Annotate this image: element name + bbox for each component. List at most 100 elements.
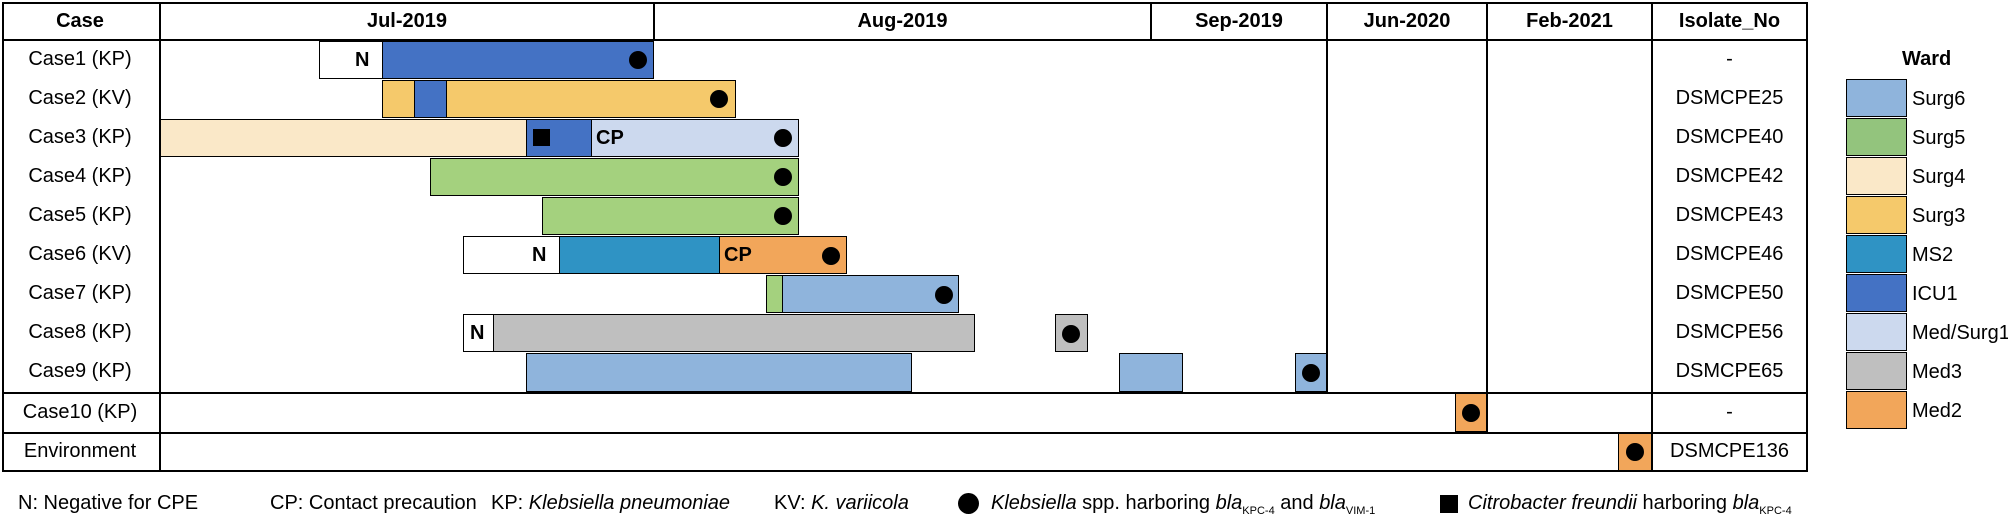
table-border-right [1806,2,1808,472]
column-divider [1651,2,1653,472]
legend-swatch-med-surg1 [1846,313,1907,351]
footnote-and: and [1274,492,1320,514]
isolate-value: DSMCPE56 [1675,321,1784,343]
month-divider [1486,2,1488,434]
ward-bar-surg5 [430,158,799,196]
isolate-value: DSMCPE65 [1675,360,1784,382]
klebsiella-marker [1462,404,1480,422]
klebsiella-marker [822,247,840,265]
klebsiella-marker [710,90,728,108]
ward-bar-icu1 [382,41,654,79]
table-border-left [2,2,4,472]
case-label: Case7 (KP) [28,282,132,304]
month-divider [653,2,655,40]
case-label: Case9 (KP) [28,360,132,382]
footnote-contact-precaution: CP: Contact precaution [270,492,477,514]
legend-label: Surg6 [1912,88,1966,110]
legend-title: Ward [1902,48,1952,70]
negative-label: N [355,48,370,71]
legend-swatch-icu1 [1846,274,1907,312]
footnote-kpc: KPC-4 [1242,505,1275,517]
legend-swatch-surg4 [1846,157,1907,195]
klebsiella-marker [1626,443,1644,461]
footnote-circle-genus: Klebsiella [991,492,1077,514]
footnote-kv: KV: K. variicola [774,492,909,515]
footnote-square-icon [1440,495,1458,513]
footnote-circle-text: spp. harboring [1076,492,1216,514]
legend-label: Med/Surg1 [1912,322,2008,344]
legend-label: Surg5 [1912,127,1966,149]
ward-bar-surg6 [526,353,912,392]
klebsiella-marker [1302,364,1320,382]
isolate-value: DSMCPE46 [1675,243,1784,265]
isolate-value: - [1726,401,1733,423]
footnote-citrobacter: Citrobacter freundii harboring blaKPC-4 [1468,492,1792,517]
klebsiella-marker [774,207,792,225]
row-divider [2,432,1808,434]
legend-label: Med2 [1912,400,1963,422]
ward-bar-surg4 [160,119,527,157]
row-divider [2,392,1808,394]
klebsiella-marker [935,286,953,304]
footnote-kv-prefix: KV: [774,492,812,514]
negative-label: N [470,321,485,344]
contact-precaution-label: CP [724,243,752,266]
ward-bar-surg3 [382,80,415,118]
footnote-klebsiella: Klebsiella spp. harboring blaKPC-4 and b… [991,492,1375,517]
isolate-value: - [1726,48,1733,70]
table-border-top [2,2,1808,4]
footnote-square-text: harboring [1636,492,1733,514]
footnote-gene: bla [1319,492,1346,514]
negative-bar [463,314,494,352]
footnote-kp-prefix: KP: [491,492,529,514]
klebsiella-marker [774,168,792,186]
month-header-jul-2019: Jul-2019 [366,9,448,32]
ward-bar-surg5 [542,197,799,235]
footnote-kpc: KPC-4 [1759,505,1792,517]
ward-bar-med-surg1 [591,119,799,157]
ward-bar-surg6 [782,275,959,313]
isolate-value: DSMCPE43 [1675,204,1784,226]
month-header-aug-2019: Aug-2019 [857,9,948,32]
negative-bar [319,41,383,79]
footnote-kp-species: Klebsiella pneumoniae [528,492,731,514]
case-label: Case1 (KP) [28,48,132,70]
klebsiella-marker [774,129,792,147]
ward-bar-med3 [493,314,975,352]
legend-label: ICU1 [1912,283,1958,305]
footnote-circle-icon [958,493,979,514]
month-header-feb-2021: Feb-2021 [1526,9,1613,32]
legend-label: Surg4 [1912,166,1966,188]
footnote-vim: VIM-1 [1345,505,1376,517]
ward-bar-surg6 [1119,353,1183,392]
legend-swatch-ms2 [1846,235,1907,273]
legend-swatch-surg6 [1846,79,1907,117]
case-label: Case2 (KV) [28,87,132,109]
isolate-value: DSMCPE50 [1675,282,1784,304]
negative-bar [463,236,560,274]
legend-label: MS2 [1912,244,1954,266]
klebsiella-marker [629,51,647,69]
case-label: Case10 (KP) [22,401,138,423]
ward-bar-ms2 [559,236,720,274]
footnote-gene: bla [1215,492,1243,514]
month-header-jun-2020: Jun-2020 [1363,9,1451,32]
isolate-header: Isolate_No [1678,9,1781,32]
column-divider [159,2,161,472]
case-label: Case4 (KP) [28,165,132,187]
footnote-kp: KP: Klebsiella pneumoniae [491,492,730,515]
isolate-value: DSMCPE40 [1675,126,1784,148]
ward-bar-icu1 [414,80,447,118]
footnote-negative: N: Negative for CPE [18,492,199,514]
legend-label: Med3 [1912,361,1963,383]
case-label: Case6 (KV) [28,243,132,265]
ward-bar-surg5 [766,275,783,313]
isolate-value: DSMCPE42 [1675,165,1784,187]
case-label: Case8 (KP) [28,321,132,343]
header-divider [2,39,1808,41]
legend-label: Surg3 [1912,205,1966,227]
footnote-kv-species: K. variicola [811,492,909,514]
case-label: Environment [23,440,137,462]
table-border-bottom [2,470,1808,472]
